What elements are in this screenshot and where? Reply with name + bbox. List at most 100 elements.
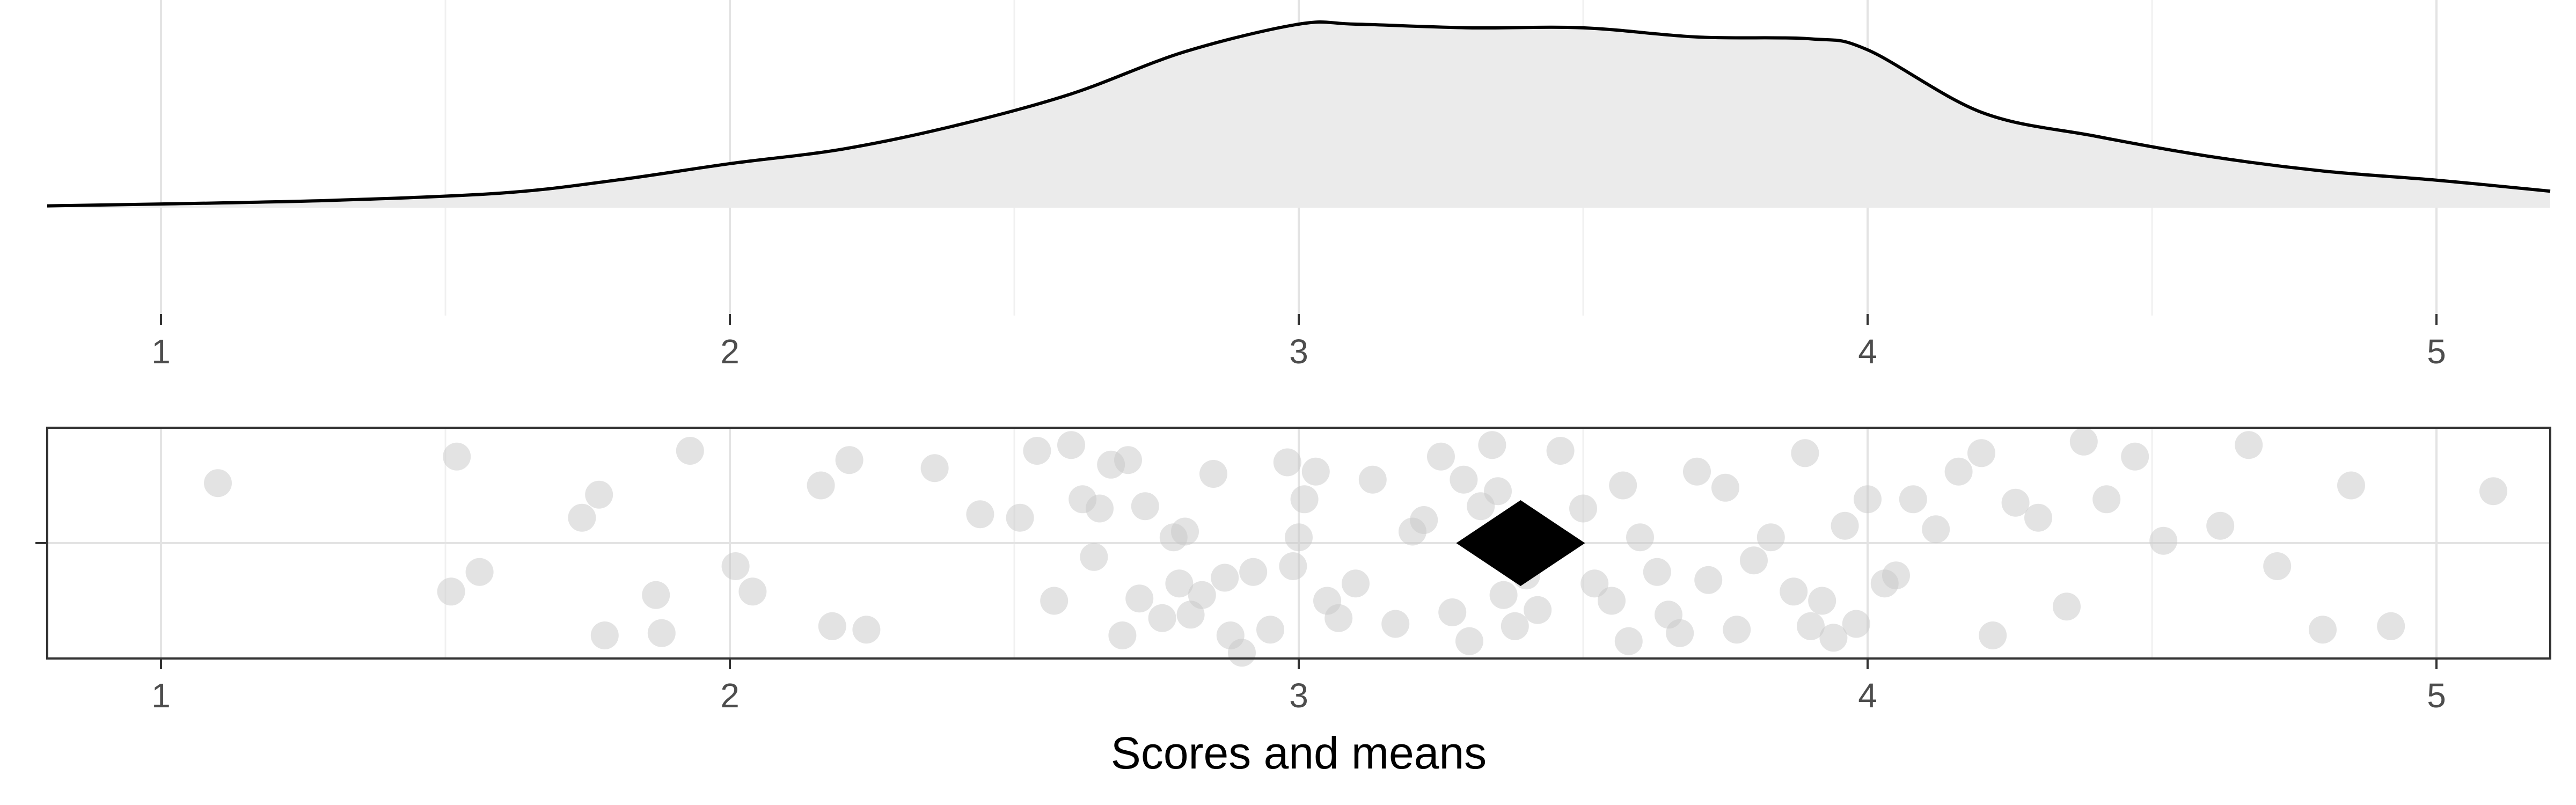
- score-point: [1290, 485, 1319, 514]
- score-point: [738, 577, 767, 606]
- mean-diamond-marker: [1456, 500, 1585, 586]
- density-area: [47, 21, 2550, 208]
- score-point: [1842, 610, 1870, 638]
- scatter-panel: 1 2 3 4 5: [35, 427, 2551, 715]
- score-point: [1080, 543, 1108, 571]
- score-point: [1524, 596, 1552, 624]
- score-point: [568, 503, 596, 532]
- score-point: [676, 437, 704, 465]
- x-tick-label: 3: [1289, 332, 1308, 371]
- score-point: [443, 442, 471, 471]
- x-tick-label: 5: [2427, 332, 2446, 371]
- score-point: [1342, 569, 1370, 598]
- score-point: [2069, 427, 2098, 456]
- x-tick-label: 1: [151, 676, 171, 715]
- score-point: [1854, 485, 1882, 514]
- score-point: [807, 471, 835, 500]
- x-tick-label: 4: [1858, 332, 1877, 371]
- score-point: [1131, 492, 1159, 521]
- score-point: [1944, 457, 1973, 486]
- x-tick-label: 2: [720, 676, 740, 715]
- x-tick-label: 5: [2427, 676, 2446, 715]
- x-tick-label: 4: [1858, 676, 1877, 715]
- score-point: [1285, 523, 1313, 552]
- score-point: [2309, 616, 2337, 644]
- score-point: [1791, 439, 1819, 467]
- score-point: [1125, 584, 1154, 613]
- score-point: [1757, 523, 1785, 552]
- score-point: [1211, 564, 1239, 592]
- score-point: [437, 577, 465, 606]
- score-point: [2092, 485, 2121, 514]
- score-point: [1882, 561, 1910, 590]
- score-point: [1666, 619, 1694, 647]
- score-point: [2053, 592, 2081, 621]
- score-point: [647, 619, 676, 647]
- density-curve: [47, 20, 2551, 208]
- density-panel: 1 2 3 4 5: [47, 0, 2551, 371]
- score-point: [642, 581, 670, 609]
- score-point: [1381, 610, 1410, 638]
- score-point: [1199, 460, 1227, 488]
- score-point: [2024, 503, 2052, 532]
- score-point: [1228, 639, 1256, 667]
- x-axis-title: Scores and means: [1111, 728, 1487, 778]
- score-point: [1455, 627, 1483, 655]
- score-point: [1546, 437, 1575, 465]
- score-point: [1643, 558, 1671, 586]
- score-point: [2001, 488, 2030, 517]
- score-point: [1450, 465, 1478, 494]
- score-point: [1148, 604, 1176, 632]
- score-point: [1626, 523, 1654, 552]
- score-point: [1239, 558, 1268, 586]
- score-point: [1808, 587, 1836, 615]
- score-point: [1478, 431, 1506, 459]
- score-point: [1273, 448, 1301, 477]
- x-tick-label: 1: [151, 332, 171, 371]
- score-points: [204, 427, 2507, 667]
- score-point: [1358, 465, 1387, 494]
- score-point: [1484, 477, 1512, 506]
- score-point: [1438, 598, 1467, 626]
- score-point: [920, 454, 949, 482]
- x-tick-label: 2: [720, 332, 740, 371]
- score-point: [1819, 624, 1848, 652]
- score-point: [204, 469, 232, 497]
- score-point: [2377, 612, 2405, 640]
- score-point: [2121, 442, 2149, 471]
- score-point: [2479, 477, 2507, 506]
- score-point: [1501, 612, 1529, 640]
- score-point: [1114, 446, 1142, 474]
- score-point: [1165, 569, 1194, 598]
- score-point: [852, 616, 881, 644]
- score-point: [1580, 569, 1609, 598]
- score-point: [1780, 577, 1808, 606]
- score-point: [1301, 457, 1330, 486]
- score-point: [2206, 511, 2235, 540]
- score-point: [1569, 494, 1597, 523]
- score-point: [2263, 552, 2292, 580]
- x-tick-label: 3: [1289, 676, 1308, 715]
- score-point: [835, 446, 863, 474]
- score-point: [1256, 616, 1284, 644]
- score-point: [1609, 471, 1637, 500]
- score-point: [721, 552, 750, 580]
- scatter-x-axis: 1 2 3 4 5: [151, 658, 2446, 715]
- score-point: [585, 480, 613, 509]
- score-point: [1967, 439, 1995, 467]
- score-point: [1598, 587, 1626, 615]
- score-point: [1023, 437, 1051, 465]
- score-point: [1279, 552, 1307, 580]
- score-point: [1324, 604, 1353, 632]
- score-point: [966, 500, 994, 529]
- density-x-axis: 1 2 3 4 5: [151, 314, 2446, 371]
- score-point: [2149, 526, 2178, 555]
- score-point: [1683, 457, 1711, 486]
- score-point: [1922, 515, 1950, 544]
- score-point: [818, 612, 846, 640]
- score-point: [1427, 442, 1455, 471]
- score-point: [1831, 511, 1859, 540]
- score-point: [1410, 506, 1438, 534]
- score-point: [1614, 627, 1643, 655]
